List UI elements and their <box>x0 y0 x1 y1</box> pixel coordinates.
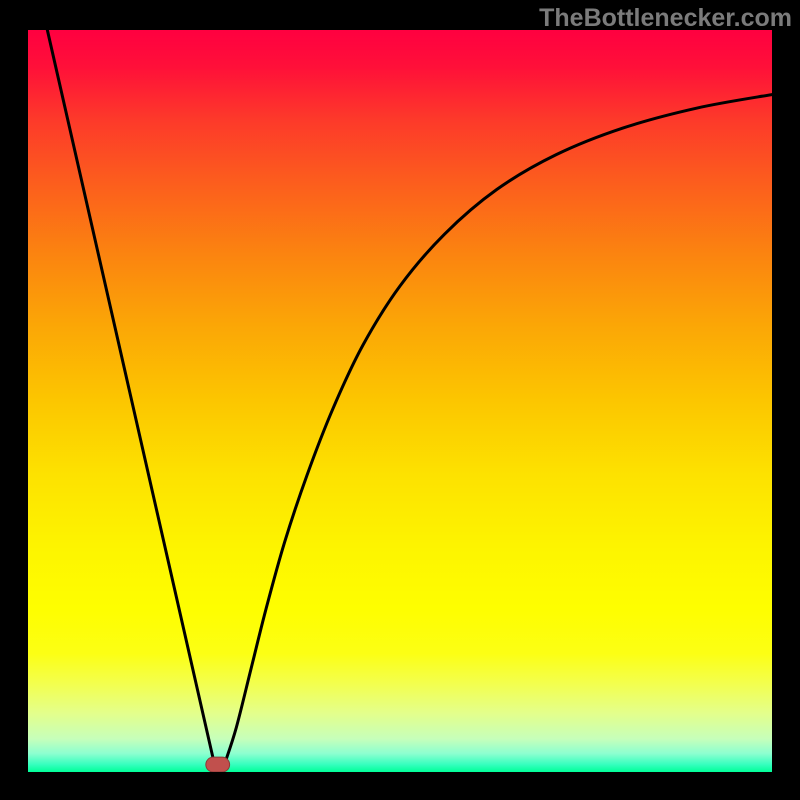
border-bottom <box>0 772 800 800</box>
watermark-text: TheBottlenecker.com <box>539 4 792 33</box>
border-left <box>0 0 28 800</box>
gradient-background <box>28 30 772 772</box>
curve-right-branch <box>225 95 772 763</box>
border-right <box>772 0 800 800</box>
curve-left-branch <box>47 30 214 762</box>
min-point-marker <box>206 757 230 772</box>
plot-svg <box>28 30 772 772</box>
chart-container: TheBottlenecker.com <box>0 0 800 800</box>
plot-area <box>28 30 772 772</box>
